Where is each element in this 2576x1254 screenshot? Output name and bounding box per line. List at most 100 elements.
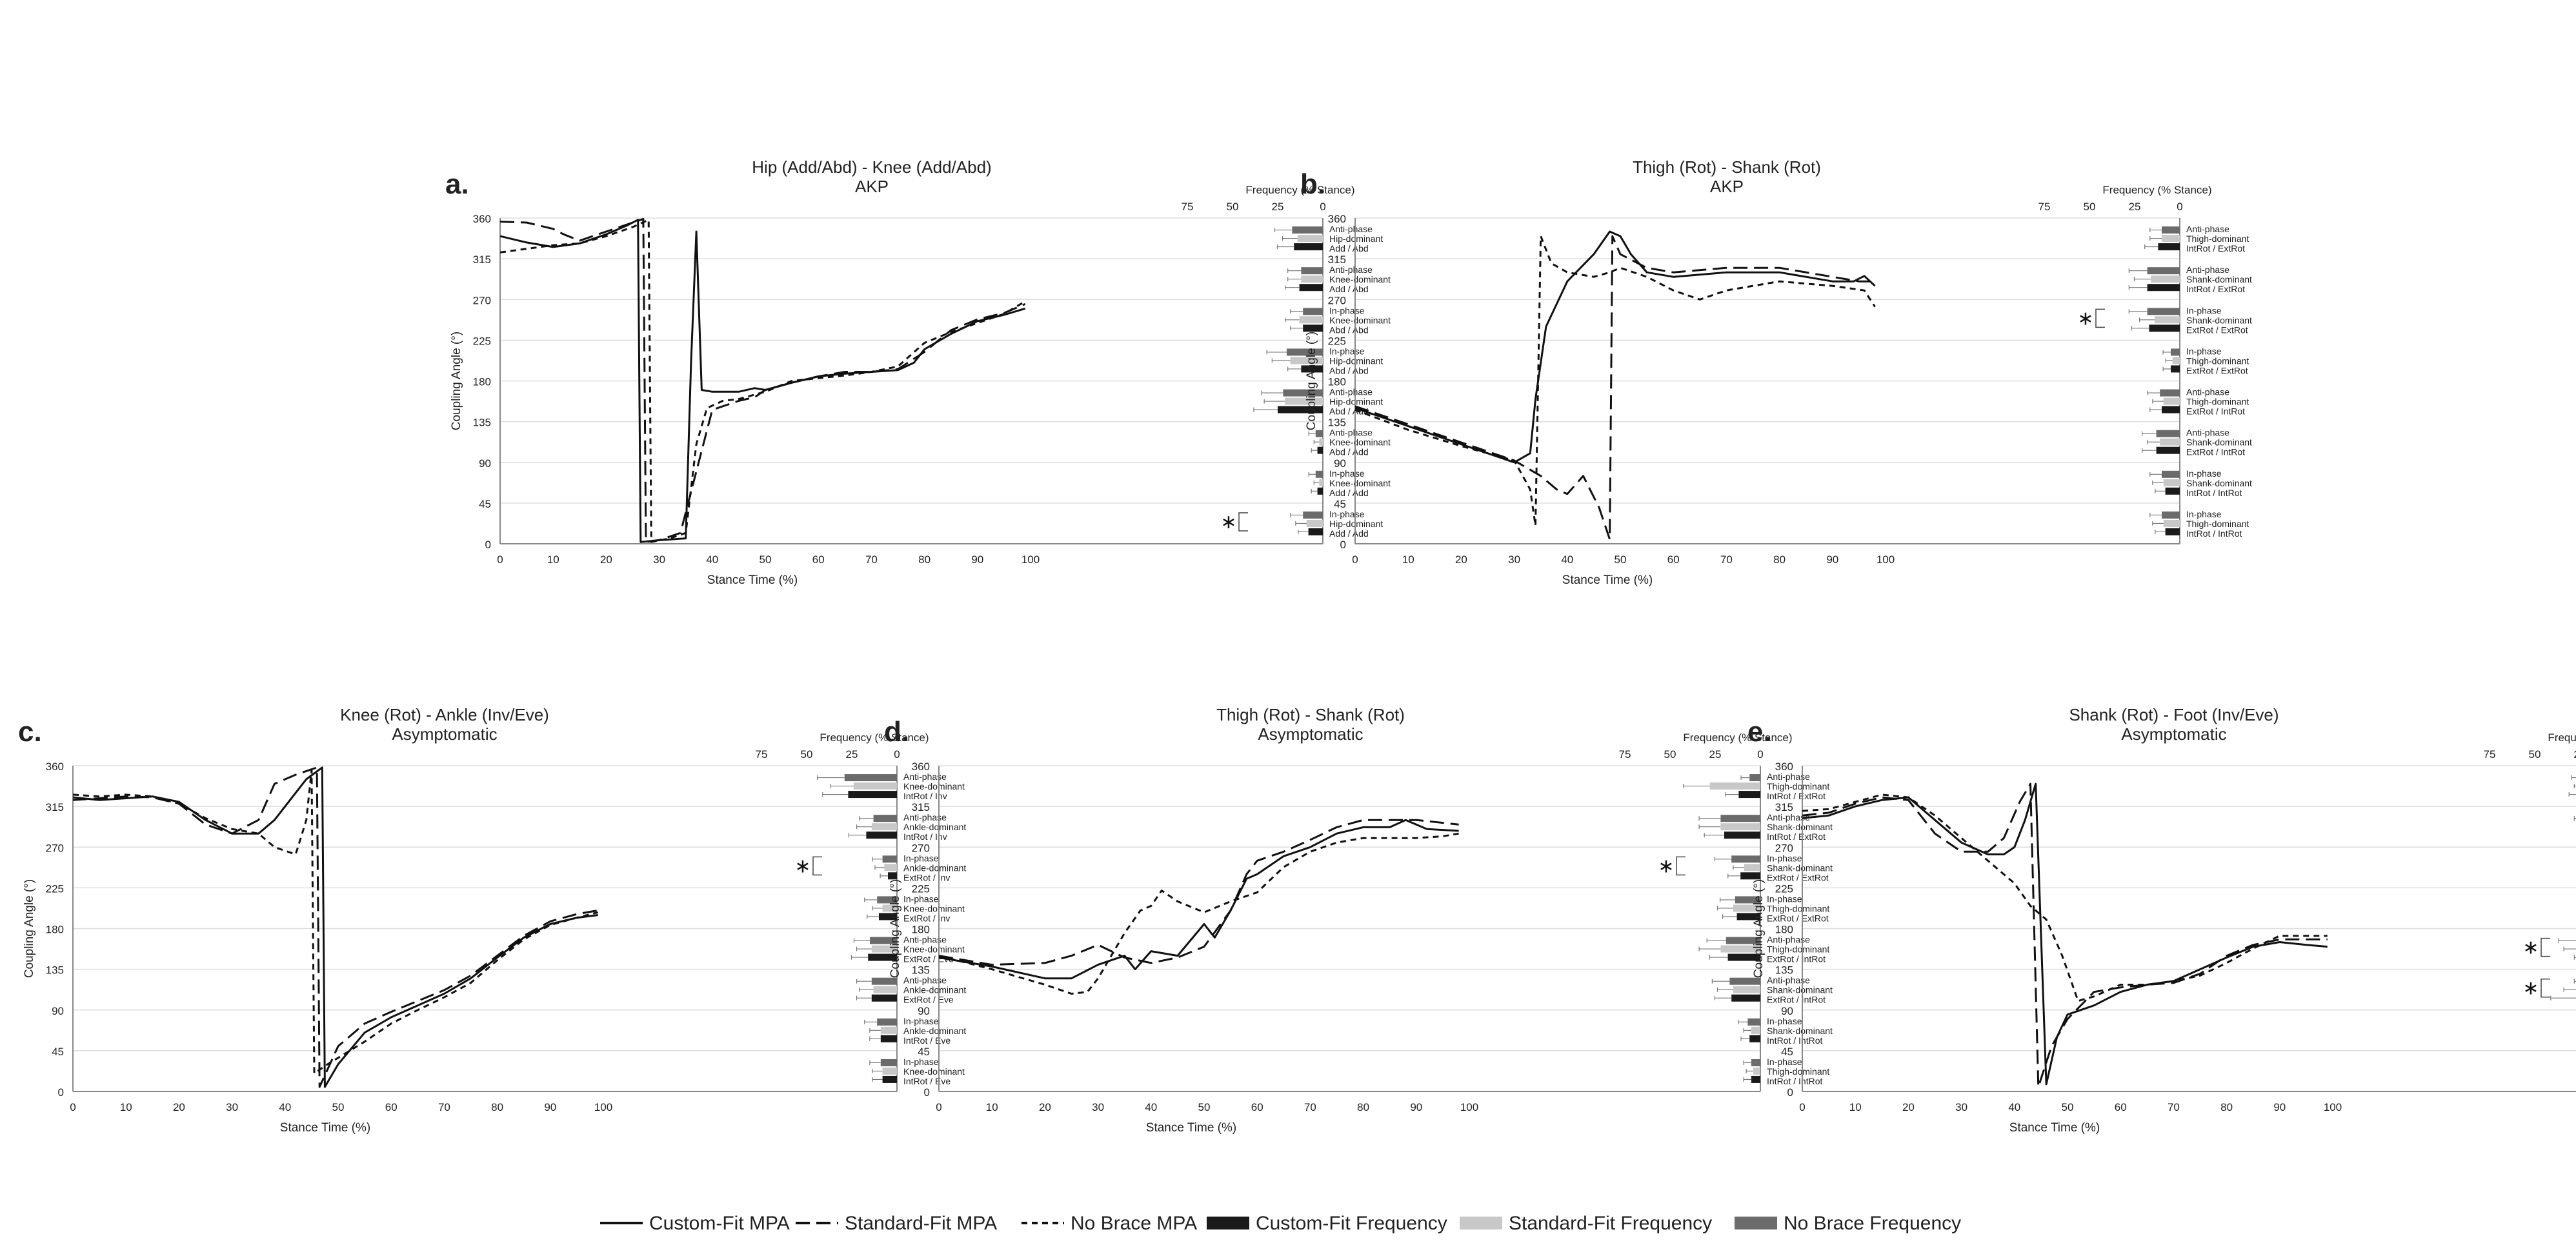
category-label: Shank-dominant bbox=[1767, 862, 1833, 873]
frequency-bar bbox=[2147, 284, 2180, 292]
y-tick-label: 0 bbox=[485, 539, 491, 551]
frequency-tick-label: 25 bbox=[1272, 201, 1284, 213]
category-label: Thigh-dominant bbox=[2186, 519, 2249, 529]
x-tick-label: 100 bbox=[1877, 553, 1895, 566]
y-axis-label: Coupling Angle (°) bbox=[1752, 879, 1766, 978]
significance-star-icon: ∗ bbox=[1220, 512, 1236, 533]
category-label: Knee-dominant bbox=[1329, 315, 1391, 325]
frequency-bar bbox=[871, 977, 897, 985]
frequency-bar bbox=[1317, 446, 1323, 454]
category-label: Anti-phase bbox=[2186, 387, 2229, 397]
frequency-bar bbox=[2156, 446, 2180, 454]
y-tick-label: 90 bbox=[479, 457, 491, 470]
frequency-bar bbox=[2156, 430, 2180, 437]
y-tick-label: 90 bbox=[52, 1005, 64, 1017]
frequency-tick-label: 25 bbox=[1709, 748, 1722, 761]
x-tick-label: 10 bbox=[1849, 1101, 1862, 1113]
significance-bracket bbox=[2541, 978, 2550, 998]
category-label: IntRot / Eve bbox=[903, 1035, 951, 1046]
y-tick-label: 315 bbox=[46, 801, 64, 813]
series-line-3 bbox=[72, 769, 599, 1075]
x-tick-label: 50 bbox=[332, 1101, 345, 1113]
frequency-bar bbox=[870, 937, 897, 944]
frequency-bar bbox=[880, 1035, 897, 1042]
significance-star-icon: ∗ bbox=[2522, 978, 2539, 999]
frequency-bar bbox=[1299, 284, 1323, 292]
category-label: IntRot / IntRot bbox=[1767, 1035, 1822, 1046]
category-label: Anti-phase bbox=[903, 935, 947, 945]
frequency-bar bbox=[882, 1067, 897, 1075]
panel-letter: b. bbox=[1300, 168, 1325, 200]
x-tick-label: 30 bbox=[653, 553, 665, 566]
chart-subtitle: Asymptomatic bbox=[392, 724, 497, 744]
frequency-bar bbox=[1283, 389, 1323, 397]
chart-panel-1: a. Hip (Add/Abd) - Knee (Add/Abd)AKP 0 45 90… bbox=[445, 157, 1391, 587]
legend-bar-swatch bbox=[1735, 1217, 1777, 1229]
frequency-bar bbox=[1297, 235, 1323, 243]
category-label: IntRot / IntRot bbox=[1767, 1076, 1822, 1086]
frequency-bar bbox=[871, 823, 897, 831]
x-tick-label: 80 bbox=[1773, 553, 1786, 566]
category-label: Anti-phase bbox=[2186, 224, 2229, 234]
frequency-bar bbox=[2162, 235, 2180, 243]
frequency-bar bbox=[1729, 977, 1760, 985]
frequency-bar bbox=[1733, 986, 1760, 993]
x-tick-label: 30 bbox=[1508, 553, 1520, 566]
panel-letter: d. bbox=[884, 716, 909, 748]
frequency-bar bbox=[1299, 316, 1323, 324]
y-tick-label: 45 bbox=[1334, 498, 1346, 510]
category-label: Add / Add bbox=[1329, 528, 1369, 539]
x-tick-label: 100 bbox=[1021, 553, 1040, 566]
frequency-bar bbox=[1751, 1075, 1760, 1083]
significance-star-icon: ∗ bbox=[2077, 308, 2093, 329]
x-tick-label: 0 bbox=[1799, 1101, 1805, 1113]
category-label: Knee-dominant bbox=[1329, 437, 1391, 448]
category-label: ExtRot / ExtRot bbox=[2186, 324, 2248, 335]
category-label: Shank-dominant bbox=[1767, 985, 1833, 995]
frequency-bar bbox=[1294, 243, 1323, 251]
frequency-tick-label: 50 bbox=[2529, 748, 2541, 761]
category-label: In-phase bbox=[2186, 509, 2222, 519]
frequency-axis-label: Frequency (% Stance) bbox=[1245, 184, 1354, 196]
frequency-tick-label: 0 bbox=[894, 748, 900, 761]
chart-subtitle: Asymptomatic bbox=[1258, 724, 1363, 744]
category-label: Knee-dominant bbox=[903, 1066, 965, 1077]
frequency-tick-label: 75 bbox=[756, 748, 768, 761]
category-label: Shank-dominant bbox=[2186, 315, 2252, 325]
frequency-bar bbox=[1726, 937, 1760, 944]
frequency-bar bbox=[2151, 275, 2180, 283]
category-label: Anti-phase bbox=[1329, 224, 1373, 234]
legend-label: No Brace Frequency bbox=[1784, 1213, 1961, 1234]
legend-label: Custom-Fit MPA bbox=[649, 1213, 790, 1234]
frequency-tick-label: 75 bbox=[1619, 748, 1631, 761]
x-tick-label: 90 bbox=[971, 553, 983, 566]
x-tick-label: 10 bbox=[1402, 553, 1414, 566]
category-label: Anti-phase bbox=[903, 975, 947, 986]
category-label: Add / Abd bbox=[1329, 284, 1369, 294]
category-label: Anti-phase bbox=[1767, 812, 1810, 822]
category-label: IntRot / ExtRot bbox=[2186, 243, 2245, 254]
category-label: In-phase bbox=[1767, 1057, 1802, 1067]
panel-letter: e. bbox=[1747, 716, 1771, 748]
y-tick-label: 90 bbox=[918, 1005, 930, 1017]
x-tick-label: 0 bbox=[936, 1101, 941, 1113]
frequency-tick-label: 0 bbox=[1320, 201, 1325, 213]
x-tick-label: 40 bbox=[279, 1101, 291, 1113]
frequency-bar bbox=[2160, 389, 2180, 397]
frequency-bar bbox=[1720, 945, 1760, 953]
category-label: ExtRot / IntRot bbox=[2186, 406, 2245, 417]
significance-star-icon: ∗ bbox=[794, 855, 810, 877]
x-tick-label: 80 bbox=[918, 553, 931, 566]
category-label: Hip-dominant bbox=[1329, 355, 1383, 366]
x-tick-label: 0 bbox=[70, 1101, 75, 1113]
x-tick-label: 80 bbox=[2220, 1101, 2233, 1113]
category-label: Thigh-dominant bbox=[2186, 397, 2249, 407]
frequency-bar bbox=[2162, 511, 2180, 519]
significance-bracket bbox=[2095, 308, 2105, 328]
frequency-bar bbox=[1731, 994, 1760, 1002]
series-line-3 bbox=[1354, 235, 1876, 527]
x-tick-label: 100 bbox=[594, 1101, 612, 1113]
category-label: IntRot / ExtRot bbox=[1767, 791, 1826, 801]
frequency-bar bbox=[888, 872, 897, 880]
category-label: Thigh-dominant bbox=[1767, 944, 1829, 955]
